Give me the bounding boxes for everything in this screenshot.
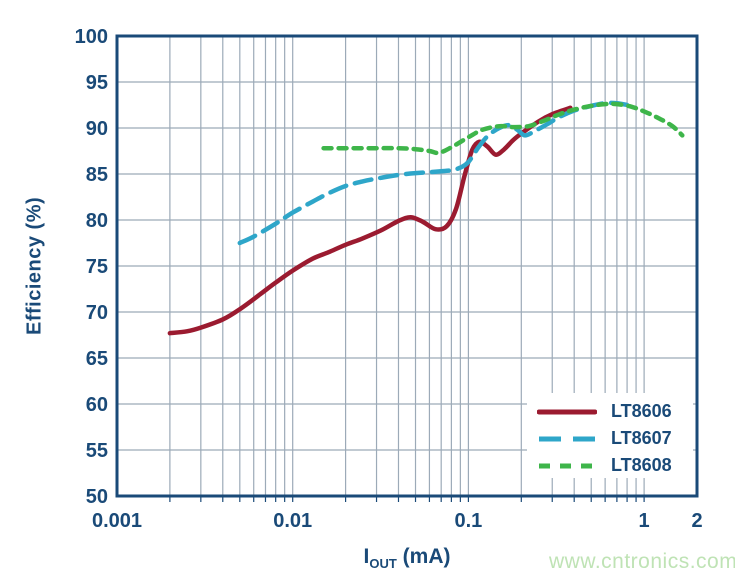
svg-text:65: 65 <box>86 348 108 370</box>
svg-text:60: 60 <box>86 394 108 416</box>
svg-text:50: 50 <box>86 486 108 508</box>
watermark-link[interactable]: www.cntronics.com <box>549 550 735 573</box>
legend-item-lt8607: LT8607 <box>537 425 693 452</box>
legend-swatch-long-dash-icon <box>539 436 595 441</box>
svg-text:1: 1 <box>639 510 650 532</box>
legend-label: LT8606 <box>611 401 672 421</box>
svg-text:70: 70 <box>86 302 108 324</box>
x-axis-unit: (mA) <box>402 545 451 568</box>
x-axis-subscript: OUT <box>369 556 397 572</box>
svg-text:0.001: 0.001 <box>92 510 142 532</box>
svg-text:2: 2 <box>691 510 702 532</box>
svg-text:55: 55 <box>86 440 108 462</box>
legend-label: LT8608 <box>611 455 672 475</box>
svg-text:0.01: 0.01 <box>273 510 312 532</box>
svg-text:85: 85 <box>86 164 108 186</box>
svg-text:80: 80 <box>86 210 108 232</box>
svg-text:100: 100 <box>75 26 108 48</box>
x-axis-title: IOUT (mA) <box>364 545 451 571</box>
svg-text:75: 75 <box>86 256 108 278</box>
legend-label: LT8607 <box>611 428 672 448</box>
legend-swatch-solid-icon <box>537 409 597 414</box>
legend-item-lt8608: LT8608 <box>537 452 693 479</box>
svg-text:0.1: 0.1 <box>454 510 482 532</box>
legend-item-lt8606: LT8606 <box>537 398 693 425</box>
svg-text:95: 95 <box>86 72 108 94</box>
legend-swatch-short-dash-icon <box>539 463 595 468</box>
chart-legend: LT8606 LT8607 LT8608 <box>527 393 693 478</box>
x-axis-symbol: I <box>363 545 370 568</box>
y-axis-title: Efficiency (%) <box>23 196 46 336</box>
svg-text:90: 90 <box>86 118 108 140</box>
